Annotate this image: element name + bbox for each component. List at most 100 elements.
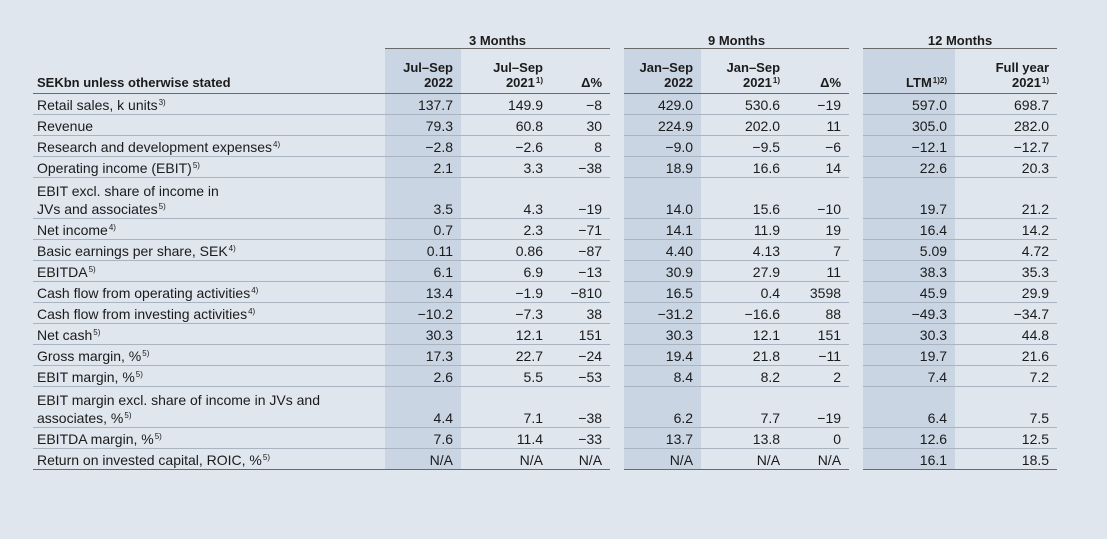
table-cell: 13.4 [385, 281, 461, 303]
footnote-ref: 4) [228, 244, 236, 253]
row-label: Gross margin, %5) [33, 344, 385, 366]
row-label-text: Cash flow from operating activities [37, 285, 251, 301]
table-cell: 0.7 [385, 218, 461, 240]
table-cell: 16.4 [849, 218, 956, 240]
table-cell: 7.4 [849, 365, 956, 387]
table-cell: 4.13 [701, 239, 789, 261]
table-cell: 35.3 [955, 260, 1058, 282]
table-cell: 149.9 [461, 93, 551, 115]
table-cell: −49.3 [849, 302, 956, 324]
footnote-ref: 3) [158, 98, 166, 107]
table-cell: −2.8 [385, 135, 461, 157]
table-cell: 30 [551, 114, 618, 136]
row-label: EBITDA margin, %5) [33, 427, 385, 449]
row-label: Operating income (EBIT)5) [33, 156, 385, 178]
table-cell: 7 [788, 239, 857, 261]
row-label: Research and development expenses4) [33, 135, 385, 157]
table-cell: N/A [385, 448, 461, 470]
table-cell: −1.9 [461, 281, 551, 303]
table-cell: 14.2 [955, 218, 1058, 240]
table-cell: 6.4 [849, 386, 956, 428]
column-header-row: SEKbn unless otherwise stated Jul–Sep 202… [33, 48, 1058, 94]
table-cell: 530.6 [701, 93, 789, 115]
table-cell: −10.2 [385, 302, 461, 324]
table-cell: 137.7 [385, 93, 461, 115]
column-header-6: Δ% [788, 48, 857, 94]
table-cell: −34.7 [955, 302, 1058, 324]
row-label-text: Research and development expenses [37, 139, 273, 155]
financial-summary-table: 3 Months 9 Months 12 Months SEKbn unless… [33, 28, 1058, 470]
column-header-line1: Full year [995, 60, 1050, 75]
table-cell: 30.9 [610, 260, 702, 282]
table-cell: −87 [551, 239, 618, 261]
table-cell: 151 [551, 323, 618, 345]
table-cell: 44.8 [955, 323, 1058, 345]
row-label-line: Revenue [37, 117, 377, 135]
table-cell: −7.3 [461, 302, 551, 324]
table-cell: 698.7 [955, 93, 1058, 115]
table-cell: 22.7 [461, 344, 551, 366]
table-cell: 0.4 [701, 281, 789, 303]
column-header-5: Jan–Sep 20211) [701, 48, 789, 94]
row-label-line: Gross margin, %5) [37, 347, 377, 365]
table-cell: 7.1 [461, 386, 551, 428]
table-cell: 12.1 [461, 323, 551, 345]
row-label: Net income4) [33, 218, 385, 240]
row-label-line: EBIT excl. share of income in [37, 182, 377, 200]
table-cell: 7.5 [955, 386, 1058, 428]
footnote-ref: 1) [535, 76, 543, 85]
row-label-text: EBIT margin, % [37, 369, 135, 385]
table-cell: 18.9 [610, 156, 702, 178]
row-label-text: Gross margin, % [37, 348, 142, 364]
table-cell: −12.1 [849, 135, 956, 157]
column-header-3: Δ% [551, 48, 618, 94]
table-row: Revenue 79.3 60.8 30 224.9 202.0 11 305.0 282.0 [33, 114, 1058, 136]
table-cell: −19 [788, 93, 857, 115]
table-row: Research and development expenses4) −2.8 −… [33, 135, 1058, 157]
table-cell: 151 [788, 323, 857, 345]
table-cell: 38.3 [849, 260, 956, 282]
row-label: Net cash5) [33, 323, 385, 345]
table-cell: N/A [461, 448, 551, 470]
table-cell: 0.11 [385, 239, 461, 261]
table-cell: −16.6 [701, 302, 789, 324]
column-header-line2: 2021 [1012, 75, 1041, 90]
table-cell: 3.5 [385, 177, 461, 219]
column-header-7: LTM1)2) [849, 48, 956, 94]
row-label-text: EBIT excl. share of income in [37, 183, 219, 199]
table-cell: 224.9 [610, 114, 702, 136]
row-label-text: EBIT margin excl. share of income in JVs… [37, 392, 320, 408]
table-cell: 17.3 [385, 344, 461, 366]
table-cell: 4.72 [955, 239, 1058, 261]
row-label-text: associates, % [37, 410, 124, 426]
table-cell: −24 [551, 344, 618, 366]
table-cell: 7.2 [955, 365, 1058, 387]
footnote-ref: 5) [192, 161, 200, 170]
table-cell: −38 [551, 156, 618, 178]
row-label-line: associates, %5) [37, 409, 377, 427]
table-cell: N/A [788, 448, 857, 470]
row-label-line: Basic earnings per share, SEK4) [37, 242, 377, 260]
column-header-8: Full year 20211) [955, 48, 1058, 94]
table-cell: 11 [788, 114, 857, 136]
row-label-line: Cash flow from operating activities4) [37, 284, 377, 302]
table-row: EBITDA margin, %5) 7.6 11.4 −33 13.7 13.8 0 12.… [33, 427, 1058, 449]
table-cell: 7.6 [385, 427, 461, 449]
table-cell: −9.0 [610, 135, 702, 157]
table-cell: 11.9 [701, 218, 789, 240]
footnote-ref: 4) [108, 223, 116, 232]
table-cell: 14.0 [610, 177, 702, 219]
row-label-line: Operating income (EBIT)5) [37, 159, 377, 177]
period-group-header-row: 3 Months 9 Months 12 Months [33, 28, 1058, 49]
column-header-2: Jul–Sep 20211) [461, 48, 551, 94]
table-cell: 19.7 [849, 344, 956, 366]
table-cell: 21.2 [955, 177, 1058, 219]
table-cell: 3.3 [461, 156, 551, 178]
table-cell: −9.5 [701, 135, 789, 157]
table-cell: 5.5 [461, 365, 551, 387]
table-row: Net income4) 0.7 2.3 −71 14.1 11.9 19 16.4 14.2 [33, 218, 1058, 240]
table-row: Cash flow from investing activities4) −10… [33, 302, 1058, 324]
column-header-1: Jul–Sep 2022 [385, 48, 461, 94]
table-row: Retail sales, k units3) 137.7 149.9 −8 429.0… [33, 93, 1058, 115]
footnote-ref: 1) [1041, 76, 1050, 85]
